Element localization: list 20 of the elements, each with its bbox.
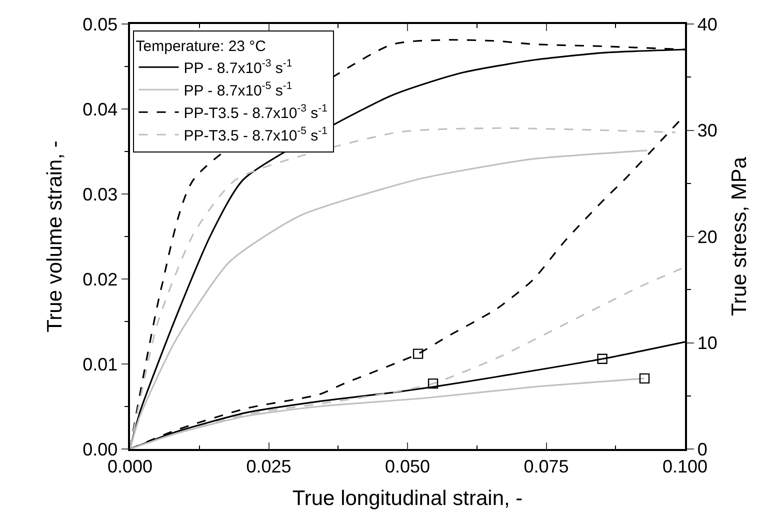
x-tick-label: 0.050 (384, 456, 430, 476)
legend-label: PP-T3.5 - 8.7x10$^{-5}$ s$^{-1}$ (184, 125, 328, 144)
x-axis-title: True longitudinal strain, - (292, 487, 523, 510)
legend-label: PP-T3.5 - 8.7x10$^{-3}$ s$^{-1}$ (184, 102, 328, 122)
y-tick-label: 0.04 (82, 99, 118, 120)
legend-label: PP - 8.7x10$^{-3}$ s$^{-1}$ (184, 58, 292, 77)
y2-tick-label: 30 (697, 120, 718, 141)
y2-tick-label: 10 (697, 333, 718, 354)
x-tick-label: 0.075 (524, 456, 569, 476)
y-tick-label: 0.01 (82, 354, 118, 374)
y2-axis-title: True stress, MPa (728, 156, 752, 316)
legend-title: Temperature: 23 °C (136, 38, 266, 55)
y2-tick-label: 20 (697, 226, 718, 247)
y-tick-label: 0.02 (82, 269, 118, 290)
y-tick-label: 0.05 (82, 14, 118, 34)
y-axis-title: True volume strain, - (43, 140, 66, 332)
y2-tick-label: 40 (697, 14, 718, 34)
x-tick-label: 0.025 (246, 456, 292, 476)
legend-label: PP - 8.7x10$^{-5}$ s$^{-1}$ (184, 80, 292, 100)
y-tick-label: 0.03 (82, 184, 118, 204)
